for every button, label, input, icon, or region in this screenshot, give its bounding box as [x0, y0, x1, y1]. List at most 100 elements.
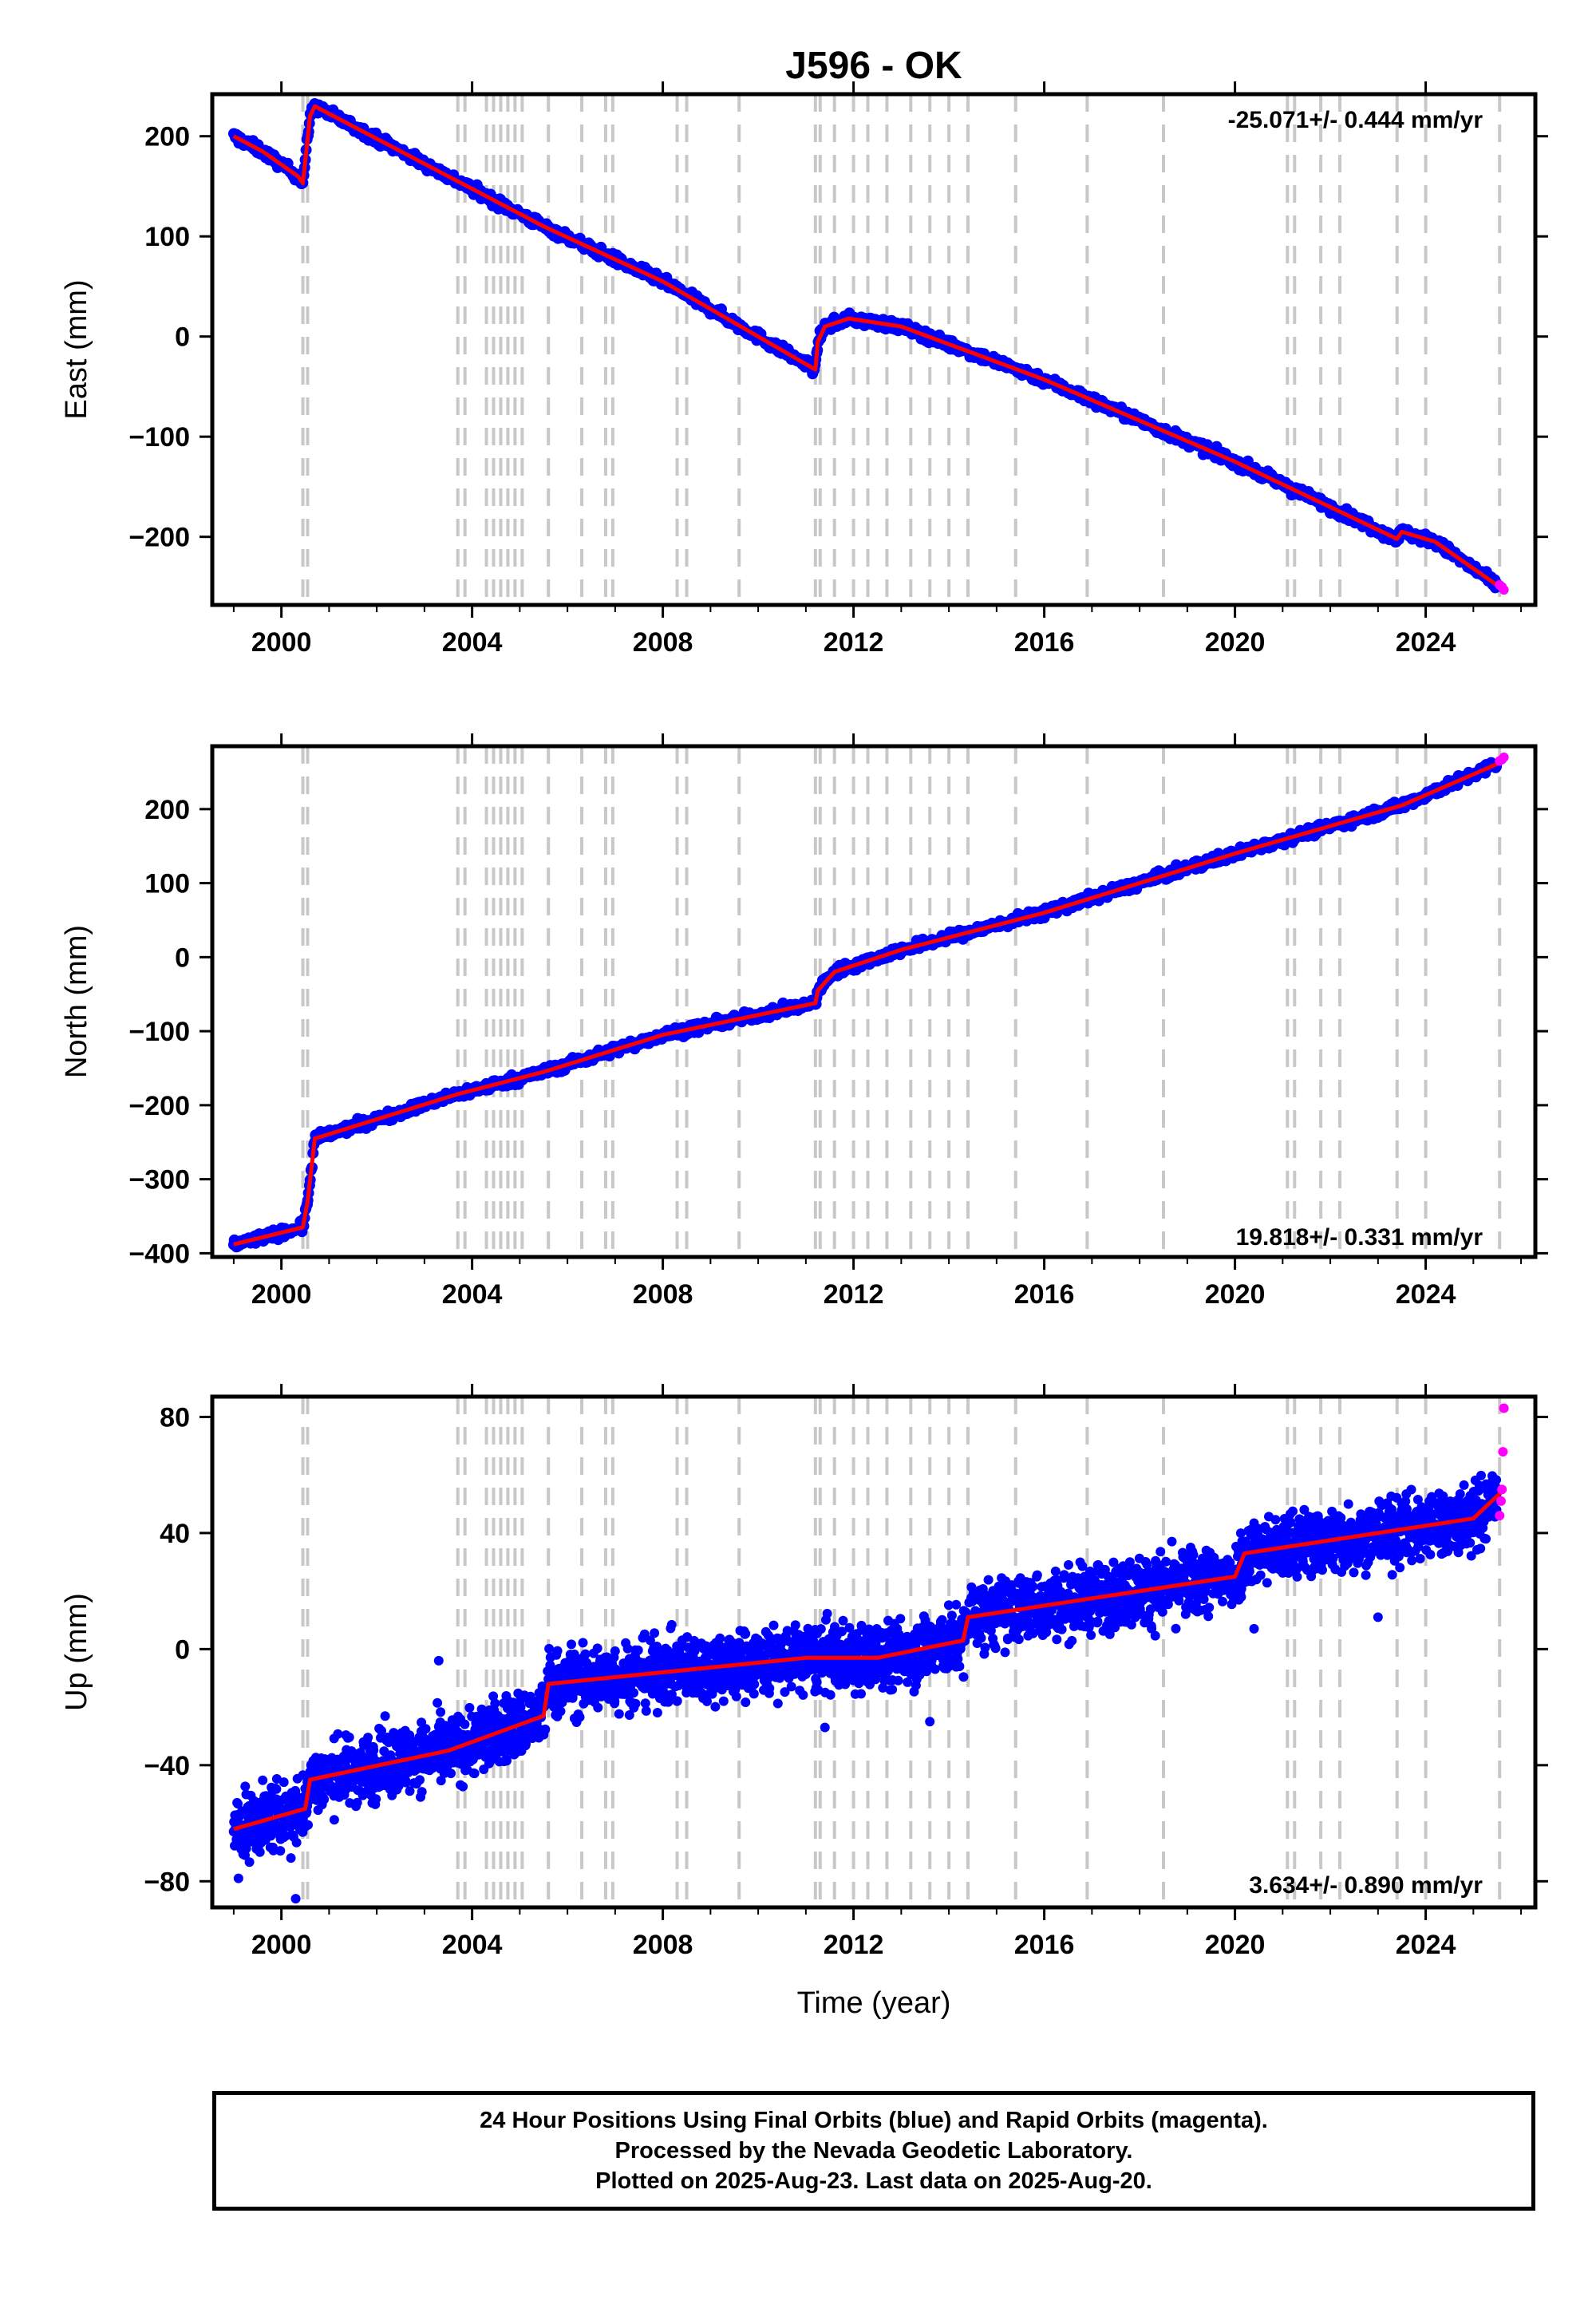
final-orbit-point — [633, 1645, 643, 1655]
x-tick-label: 2024 — [1396, 627, 1456, 658]
final-orbit-point — [641, 1705, 651, 1716]
final-orbit-point — [516, 1702, 526, 1712]
final-orbit-point — [639, 1629, 650, 1639]
y-axis-label: East (mm) — [60, 279, 93, 419]
final-orbit-point — [544, 1643, 555, 1654]
final-orbit-point — [622, 1643, 633, 1654]
x-tick-label: 2016 — [1014, 627, 1075, 658]
final-orbit-point — [279, 1777, 289, 1788]
final-orbit-point — [580, 1649, 591, 1659]
y-tick-label: 200 — [144, 122, 190, 152]
final-orbit-point — [764, 1683, 775, 1694]
x-tick-label: 2008 — [633, 1279, 693, 1310]
plot-frame — [210, 744, 1538, 1259]
final-orbit-point — [271, 1784, 282, 1794]
final-orbit-point — [715, 1633, 725, 1643]
final-orbit-point — [672, 1696, 682, 1706]
event-lines-east — [301, 94, 1502, 605]
final-orbit-point — [540, 1724, 551, 1734]
final-orbit-point — [258, 1775, 268, 1785]
final-orbit-point — [731, 1691, 741, 1701]
model-fit-line — [232, 104, 1506, 592]
final-orbit-point — [358, 1790, 368, 1800]
final-orbit-point — [415, 1775, 425, 1785]
final-orbit-point — [624, 1710, 634, 1720]
x-axis-east: 2000 2004 2008 2012 2016 2020 2024 — [232, 81, 1523, 658]
final-orbit-point — [344, 1732, 354, 1742]
final-orbit-point — [417, 1787, 427, 1797]
y-tick-label: 0 — [175, 322, 190, 353]
final-orbit-point — [233, 1799, 243, 1809]
final-orbit-point — [652, 1642, 662, 1651]
rapid-orbit-points-east — [1495, 579, 1509, 595]
rapid-orbit-point — [1499, 585, 1509, 595]
y-tick-label: −100 — [128, 422, 190, 453]
final-orbit-point — [630, 1698, 641, 1709]
final-orbit-points-east — [228, 98, 1503, 594]
x-tick-label: 2012 — [824, 627, 884, 658]
y-tick-label: 0 — [175, 943, 190, 973]
rapid-orbit-point — [1499, 752, 1509, 762]
final-orbit-point — [575, 1712, 585, 1722]
final-orbit-point — [650, 1628, 660, 1638]
final-orbit-point — [240, 1781, 251, 1792]
final-orbit-point — [380, 1711, 390, 1721]
final-orbit-point — [371, 1794, 381, 1804]
x-tick-label: 2020 — [1205, 627, 1266, 658]
x-tick-label: 2004 — [442, 1279, 503, 1310]
final-orbit-point — [718, 1696, 729, 1706]
x-tick-label: 2016 — [1014, 1279, 1075, 1310]
velocity-annotation: -25.071+/- 0.444 mm/yr — [1228, 107, 1483, 133]
final-orbit-point — [352, 1797, 362, 1808]
final-orbit-point — [666, 1619, 677, 1630]
final-orbit-point — [775, 1673, 785, 1683]
final-orbit-point — [244, 1857, 255, 1867]
final-orbit-point — [786, 1682, 796, 1692]
y-tick-label: −300 — [128, 1165, 190, 1196]
final-orbit-point — [369, 1745, 379, 1756]
chart-title: J596 - OK — [785, 45, 962, 87]
final-orbit-point — [521, 1739, 531, 1749]
y-tick-label: −400 — [128, 1239, 190, 1269]
final-orbit-point — [825, 1690, 836, 1700]
final-orbit-point — [567, 1639, 576, 1650]
final-orbit-point — [640, 1698, 650, 1709]
y-axis-label: North (mm) — [60, 925, 93, 1078]
final-orbit-point — [593, 1702, 603, 1713]
final-orbit-point — [602, 1652, 612, 1662]
final-orbit-point — [401, 1777, 411, 1788]
final-orbit-point — [798, 1690, 808, 1700]
x-tick-label: 2000 — [251, 627, 312, 658]
x-tick-label: 2008 — [633, 627, 693, 658]
final-orbit-point — [812, 1677, 822, 1687]
final-orbit-point — [303, 1820, 313, 1830]
final-orbit-point — [405, 1786, 415, 1796]
final-orbit-point — [377, 1725, 386, 1736]
final-orbit-points-up — [228, 1470, 1502, 1904]
x-axis-north: 2000 2004 2008 2012 2016 2020 2024 — [232, 733, 1523, 1310]
final-orbit-point — [816, 1624, 826, 1634]
final-orbit-point — [629, 1688, 638, 1698]
final-orbit-point — [436, 1707, 446, 1717]
model-fit-line — [233, 759, 1505, 1247]
final-orbit-point — [710, 1701, 721, 1712]
final-orbit-point — [421, 1724, 431, 1734]
fit-group-north — [233, 759, 1505, 1247]
final-orbit-point — [780, 1687, 790, 1697]
x-tick-label: 2004 — [442, 627, 503, 658]
velocity-annotation: 19.818+/- 0.331 mm/yr — [1236, 1224, 1483, 1251]
final-orbit-point — [652, 1708, 662, 1717]
final-orbit-point — [333, 1729, 343, 1739]
final-orbit-point — [319, 1794, 330, 1804]
y-tick-label: −200 — [128, 523, 190, 553]
plot-frame — [210, 92, 1538, 607]
final-orbit-point — [329, 1815, 339, 1825]
final-orbit-point — [488, 1691, 499, 1701]
final-orbit-point — [555, 1706, 566, 1717]
y-tick-label: −200 — [128, 1091, 190, 1121]
final-orbit-point — [741, 1697, 751, 1707]
final-orbit-point — [275, 1846, 286, 1856]
final-orbit-point — [772, 1698, 783, 1709]
final-orbit-point — [610, 1646, 620, 1656]
